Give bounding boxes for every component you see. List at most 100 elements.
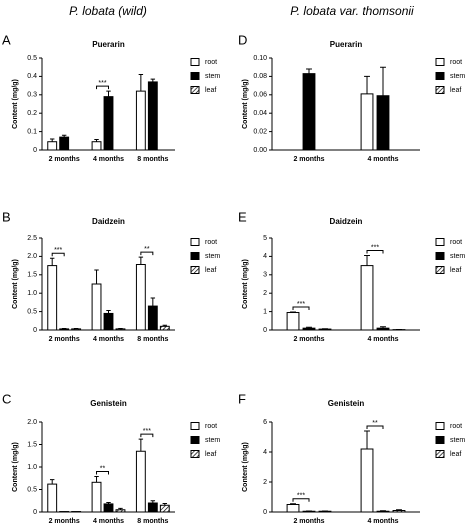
bar [318,328,332,331]
legend-swatch [435,422,445,430]
chart-title: Daidzein [330,217,363,226]
y-tick-label: 6 [263,419,267,426]
legend-label: root [205,59,217,66]
bar [360,93,374,151]
legend-label: stem [205,73,220,80]
bar [59,136,70,151]
x-tick-label: 2 months [49,336,80,343]
error-bar [94,269,99,284]
y-tick-label: 1.0 [27,290,37,297]
legend-swatch [435,450,445,458]
x-tick-label: 4 months [367,518,398,525]
legend-label: leaf [205,87,216,94]
bar [91,141,102,151]
bar [147,81,158,151]
x-tick-label: 2 months [49,156,80,163]
bar [115,509,126,513]
legend-swatch [190,86,200,94]
y-tick-label: 1 [263,308,267,315]
bar [135,90,146,151]
error-bar [94,475,99,483]
chart-title: Puerarin [92,40,125,49]
bar [159,325,170,331]
significance-label: ** [372,420,378,427]
legend-label: root [205,239,217,246]
error-bar [162,324,168,327]
x-tick-label: 8 months [137,156,168,163]
legend-swatch [435,252,445,260]
y-tick-label: 1.0 [27,464,37,471]
error-bar [106,502,111,504]
bar [103,312,114,331]
bar [103,503,114,513]
legend-label: root [450,239,462,246]
legend-swatch [190,252,200,260]
error-bar [150,297,156,307]
panel-letter: F [238,391,246,406]
error-bar [138,438,144,452]
x-tick-label: 2 months [293,518,324,525]
bar [135,263,146,331]
error-bar [290,503,296,505]
bar [360,265,374,331]
x-tick-label: 8 months [137,518,168,525]
y-tick-label: 0.2 [27,110,37,117]
y-tick-label: 0.00 [253,147,267,154]
legend-label: stem [450,437,465,444]
legend-swatch [190,266,200,274]
bar [47,483,58,513]
y-tick-label: 4 [263,449,267,456]
error-bar [150,78,156,82]
y-tick-label: 4 [263,253,267,260]
x-tick-label: 2 months [49,518,80,525]
bar [302,73,316,151]
error-bar [306,68,312,74]
error-bar [364,254,370,266]
significance-bracket [292,498,310,502]
bar [376,95,390,151]
error-bar [61,134,67,138]
bar [286,312,300,331]
y-tick-label: 0.1 [27,128,37,135]
error-bar [49,257,55,266]
x-tick-label: 4 months [93,336,124,343]
error-bar [380,326,386,329]
legend-label: leaf [450,87,461,94]
y-tick-label: 0.5 [27,55,37,62]
bar [376,327,390,331]
y-axis-label: Content (mg/g) [12,259,19,309]
y-tick-label: 2.0 [27,419,37,426]
x-tick-label: 2 months [293,156,324,163]
error-bar [396,509,402,511]
y-tick-label: 0.04 [253,110,267,117]
significance-bracket [292,306,310,310]
error-bar [106,90,111,97]
panel-letter: A [2,32,11,47]
y-tick-label: 3 [263,272,267,279]
significance-label: *** [297,301,305,308]
y-axis-label: Content (mg/g) [12,79,19,129]
y-tick-label: 0.08 [253,73,267,80]
bar [91,283,102,331]
legend-label: leaf [205,267,216,274]
legend-swatch [435,436,445,444]
significance-label: *** [98,80,106,87]
panel-letter: D [238,32,247,47]
bar [103,96,114,151]
legend-swatch [435,266,445,274]
error-bar [49,138,55,142]
significance-bracket [96,470,109,475]
bar [71,328,82,331]
bar [147,305,158,331]
bar [376,510,390,513]
legend-label: leaf [450,451,461,458]
y-tick-label: 0 [33,509,37,516]
chart-title: Daidzein [92,217,125,226]
legend-swatch [190,436,200,444]
error-bar [94,139,99,142]
legend-swatch [190,58,200,66]
legend-label: leaf [205,451,216,458]
significance-bracket [140,433,154,438]
significance-bracket [366,249,384,254]
